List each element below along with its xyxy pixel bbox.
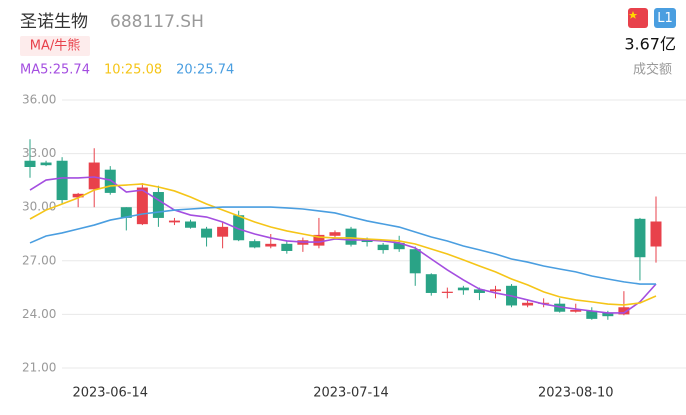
candle-body xyxy=(618,307,630,315)
stock-code: 688117.SH xyxy=(110,12,204,32)
x-tick-label: 2023-07-14 xyxy=(313,386,389,401)
stock-name: 圣诺生物 xyxy=(20,12,88,32)
candle-body xyxy=(586,310,598,319)
y-tick-label: 21.00 xyxy=(22,361,56,375)
legend-entry: 20:25.74 xyxy=(176,63,234,78)
candle-body xyxy=(201,228,213,238)
y-tick-label: 33.00 xyxy=(22,146,56,160)
level-badge[interactable] xyxy=(654,8,676,28)
candle-body xyxy=(249,241,261,248)
candle-body xyxy=(88,162,100,190)
x-tick-label: 2023-08-10 xyxy=(538,386,614,401)
candle-body xyxy=(345,228,357,245)
candle-body xyxy=(602,312,614,317)
candle-body xyxy=(393,242,405,250)
y-tick-label: 27.00 xyxy=(22,253,56,267)
candle-body xyxy=(217,226,229,237)
candle-body xyxy=(265,243,277,247)
candle-body xyxy=(522,302,534,306)
candle-body xyxy=(425,274,437,293)
ma-button[interactable] xyxy=(20,36,90,56)
legend-entry: MA5:25.74 xyxy=(20,63,90,78)
candle-body xyxy=(361,240,373,243)
candle-body xyxy=(377,244,389,251)
legend-entry: 10:25.08 xyxy=(104,63,162,78)
level-badge-label[interactable]: L1 xyxy=(657,11,673,26)
candle-body xyxy=(281,243,293,251)
candle-body xyxy=(634,218,646,258)
candle-body xyxy=(650,221,662,247)
candle-body xyxy=(313,234,325,246)
y-tick-label: 36.00 xyxy=(22,93,56,107)
y-tick-label: 30.00 xyxy=(22,200,56,214)
candle-body xyxy=(24,160,36,167)
amount: 3.67亿 xyxy=(624,35,676,54)
candle-body xyxy=(72,193,84,198)
candle-body xyxy=(136,187,148,225)
candle-body xyxy=(473,289,485,293)
candle-body xyxy=(120,207,132,218)
candle-body xyxy=(104,169,116,193)
candle-body xyxy=(489,289,501,292)
amount-label: 成交额 xyxy=(633,62,672,78)
candle-body xyxy=(56,160,68,201)
flag-star xyxy=(628,11,638,19)
candle-body xyxy=(570,309,582,312)
candle-body xyxy=(233,215,245,241)
candle-body xyxy=(168,220,180,223)
ma-line xyxy=(29,176,657,314)
y-tick-label: 24.00 xyxy=(22,307,56,321)
ma-button-label[interactable]: MA/牛熊 xyxy=(30,38,81,54)
candle-body xyxy=(185,221,197,228)
candle-body xyxy=(409,249,421,274)
candle-body xyxy=(152,192,164,218)
ma-line xyxy=(29,183,657,306)
candle-body xyxy=(40,162,52,166)
x-tick-label: 2023-06-14 xyxy=(72,386,148,401)
candle-body xyxy=(457,287,469,291)
candle-body xyxy=(329,232,341,236)
ma-line xyxy=(29,206,656,285)
candle-body xyxy=(441,291,453,293)
